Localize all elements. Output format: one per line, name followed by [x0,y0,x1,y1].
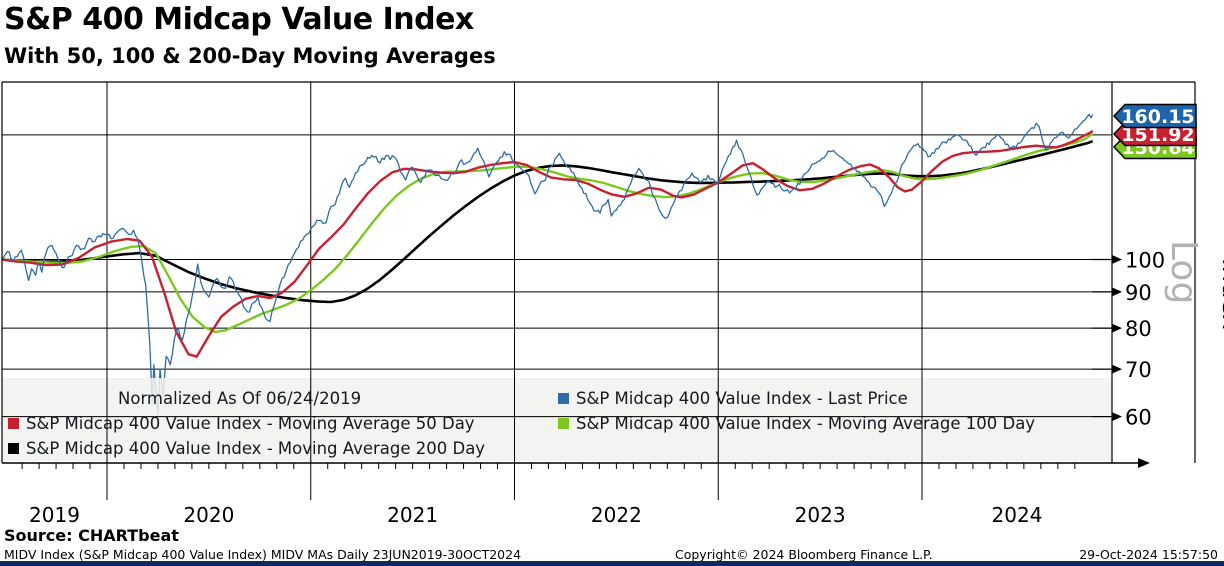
x-year-label: 2024 [992,503,1043,527]
x-year-label: 2022 [591,503,642,527]
legend-band [2,378,1112,461]
y-tick-label: 60 [1125,406,1152,430]
legend-swatch-last-price-icon [558,393,569,404]
x-axis-arrow-icon [1138,458,1150,468]
legend-item-last-price[interactable]: S&P Midcap 400 Value Index - Last Price [558,389,908,409]
y-tick-arrow-icon [1112,287,1122,297]
price-flag-last [1112,103,1197,129]
y-tick-arrow-icon [1112,323,1122,333]
legend-swatch-ma200-icon [8,443,19,454]
legend-item-ma200[interactable]: S&P Midcap 400 Value Index - Moving Aver… [8,439,485,459]
x-year-label: 2021 [387,503,438,527]
footer-left: MIDV Index (S&P Midcap 400 Value Index) … [4,547,522,562]
x-year-label: 2020 [183,503,234,527]
legend-label-ma50: S&P Midcap 400 Value Index - Moving Aver… [26,414,475,433]
price-flag-label: 151.92 [1121,124,1194,146]
bottom-edge-bar [0,561,1224,566]
x-year-label: 2019 [29,503,80,527]
price-flag-label: 160.15 [1121,106,1194,128]
footer-copyright: Copyright© 2024 Bloomberg Finance L.P. [675,547,933,562]
y-tick-label: 80 [1125,317,1152,341]
legend-label-ma200: S&P Midcap 400 Value Index - Moving Aver… [26,439,486,458]
legend-label-last-price: S&P Midcap 400 Value Index - Last Price [576,389,908,408]
legend-item-ma50[interactable]: S&P Midcap 400 Value Index - Moving Aver… [8,414,475,434]
y-tick-arrow-icon [1112,412,1122,422]
page-title: S&P 400 Midcap Value Index [4,2,474,37]
y-tick-label: 100 [1125,249,1165,273]
x-year-label: 2023 [795,503,846,527]
legend-swatch-ma50-icon [8,418,19,429]
legend-item-ma100[interactable]: S&P Midcap 400 Value Index - Moving Aver… [558,414,1035,434]
source-line: Source: CHARTbeat [4,526,179,545]
y-tick-arrow-icon [1112,255,1122,264]
y-tick-label: 70 [1125,358,1152,382]
footer-timestamp: 29-Oct-2024 15:57:50 [1079,547,1218,562]
y-tick-label: 90 [1125,281,1152,305]
legend-label-ma100: S&P Midcap 400 Value Index - Moving Aver… [576,414,1036,433]
series-line-ma200 [2,139,1094,304]
legend-normalized-note: Normalized As Of 06/24/2019 [118,389,362,408]
series-line-ma50 [1,129,1094,358]
legend-swatch-ma100-icon [558,418,569,429]
series-line-last-price [1,113,1094,415]
y-axis-unit-label: Index [1216,258,1224,330]
page-subtitle: With 50, 100 & 200-Day Moving Averages [4,44,496,68]
y-tick-arrow-icon [1112,364,1122,374]
